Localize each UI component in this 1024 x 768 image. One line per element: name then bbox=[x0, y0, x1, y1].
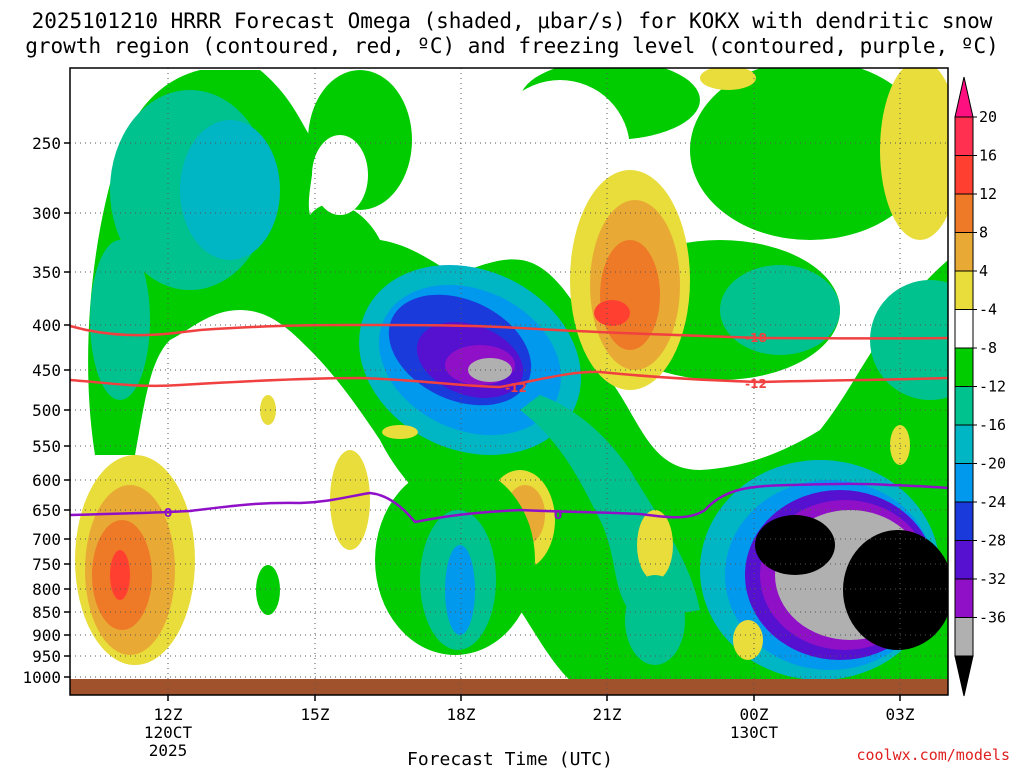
colorbar: 20 16 12 8 4 -4 -8 -12 -16 -20 -24 -28 -32 -36 bbox=[954, 76, 1006, 697]
freezing-level-label: 0 bbox=[554, 508, 562, 522]
colorbar-swatch bbox=[954, 501, 974, 541]
colorbar-swatch bbox=[954, 424, 974, 464]
colorbar-label: 20 bbox=[979, 108, 997, 126]
colorbar-swatch bbox=[954, 463, 974, 503]
colorbar-label: -16 bbox=[979, 416, 1006, 434]
freezing-level-contour bbox=[69, 482, 949, 524]
dgz-lower-contour bbox=[69, 370, 949, 389]
omega-region bbox=[720, 265, 840, 355]
omega-region bbox=[700, 68, 756, 90]
x-tick-date: 130CT bbox=[730, 723, 779, 742]
colorbar-swatch bbox=[954, 116, 974, 156]
dgz-lower-label: -12 bbox=[505, 381, 527, 395]
colorbar-swatch bbox=[954, 540, 974, 580]
colorbar-top-arrow bbox=[954, 76, 974, 118]
y-tick-label: 550 bbox=[32, 437, 61, 456]
colorbar-label: -24 bbox=[979, 493, 1006, 511]
y-tick-label: 400 bbox=[32, 316, 61, 335]
y-tick-label: 450 bbox=[32, 361, 61, 380]
chart-title-line1: 2025101210 HRRR Forecast Omega (shaded, … bbox=[32, 9, 993, 33]
ground-strip bbox=[70, 679, 948, 695]
omega-region bbox=[755, 515, 835, 575]
dgz-lower-label: -12 bbox=[745, 377, 767, 391]
y-tick-label: 500 bbox=[32, 401, 61, 420]
colorbar-label: 12 bbox=[979, 185, 997, 203]
x-tick-label: 03Z bbox=[886, 705, 915, 724]
y-tick-label: 300 bbox=[32, 204, 61, 223]
omega-region bbox=[733, 620, 763, 660]
omega-region bbox=[594, 300, 630, 326]
colorbar-label: -36 bbox=[979, 609, 1006, 627]
colorbar-swatch bbox=[954, 386, 974, 426]
omega-region bbox=[843, 530, 948, 650]
x-axis-label: Forecast Time (UTC) bbox=[407, 749, 613, 768]
colorbar-label: -4 bbox=[979, 301, 997, 319]
x-tick-label: 18Z bbox=[447, 705, 476, 724]
omega-region bbox=[330, 450, 370, 550]
y-tick-label: 750 bbox=[32, 555, 61, 574]
omega-region bbox=[312, 135, 368, 215]
y-tick-label: 900 bbox=[32, 626, 61, 645]
y-axis: 250 300 350 400 450 500 550 600 650 700 750 800 850 9… bbox=[22, 134, 70, 687]
plot-frame bbox=[69, 67, 949, 696]
y-tick-label: 700 bbox=[32, 530, 61, 549]
omega-region bbox=[637, 510, 673, 580]
x-tick-label: 12Z bbox=[154, 705, 183, 724]
y-tick-label: 800 bbox=[32, 580, 61, 599]
x-tick-label: 21Z bbox=[593, 705, 622, 724]
omega-region bbox=[256, 565, 280, 615]
y-tick-label: 600 bbox=[32, 471, 61, 490]
omega-region bbox=[870, 280, 948, 400]
omega-region bbox=[180, 120, 280, 260]
y-tick-label: 350 bbox=[32, 263, 61, 282]
omega-region bbox=[890, 425, 910, 465]
colorbar-label: -12 bbox=[979, 378, 1006, 396]
colorbar-swatch bbox=[954, 232, 974, 272]
colorbar-swatch bbox=[954, 193, 974, 233]
omega-region bbox=[382, 425, 418, 439]
freezing-level-label: 0 bbox=[164, 506, 172, 520]
omega-region bbox=[880, 68, 948, 240]
omega-region bbox=[260, 395, 276, 425]
colorbar-bottom-arrow bbox=[954, 655, 974, 697]
omega-region bbox=[625, 575, 685, 665]
colorbar-swatch bbox=[954, 155, 974, 195]
omega-region bbox=[690, 68, 930, 240]
colorbar-label: -8 bbox=[979, 339, 997, 357]
x-tick-year: 2025 bbox=[149, 741, 188, 760]
colorbar-label: -20 bbox=[979, 455, 1006, 473]
colorbar-swatch bbox=[954, 309, 974, 349]
x-tick-label: 00Z bbox=[740, 705, 769, 724]
y-tick-label: 650 bbox=[32, 501, 61, 520]
colorbar-swatch bbox=[954, 347, 974, 387]
colorbar-swatch bbox=[954, 578, 974, 618]
omega-region bbox=[90, 240, 150, 400]
dgz-upper-contour bbox=[69, 323, 949, 340]
omega-region bbox=[490, 80, 630, 220]
credit-text: coolwx.com/models bbox=[856, 746, 1010, 764]
x-tick-label: 15Z bbox=[301, 705, 330, 724]
y-tick-label: 250 bbox=[32, 134, 61, 153]
y-tick-label: 850 bbox=[32, 603, 61, 622]
colorbar-label: 8 bbox=[979, 224, 988, 242]
colorbar-label: -28 bbox=[979, 532, 1006, 550]
omega-region bbox=[110, 550, 130, 600]
colorbar-label: 16 bbox=[979, 147, 997, 165]
dgz-upper-label: -18 bbox=[745, 331, 767, 345]
x-tick-date: 120CT bbox=[144, 723, 193, 742]
y-tick-label: 1000 bbox=[22, 668, 61, 687]
colorbar-label: -32 bbox=[979, 570, 1006, 588]
colorbar-label: 4 bbox=[979, 262, 988, 280]
omega-region bbox=[445, 545, 475, 635]
colorbar-swatch bbox=[954, 270, 974, 310]
y-tick-label: 950 bbox=[32, 647, 61, 666]
chart-title-line2: growth region (contoured, red, ºC) and f… bbox=[25, 34, 999, 58]
colorbar-swatch bbox=[954, 617, 974, 657]
